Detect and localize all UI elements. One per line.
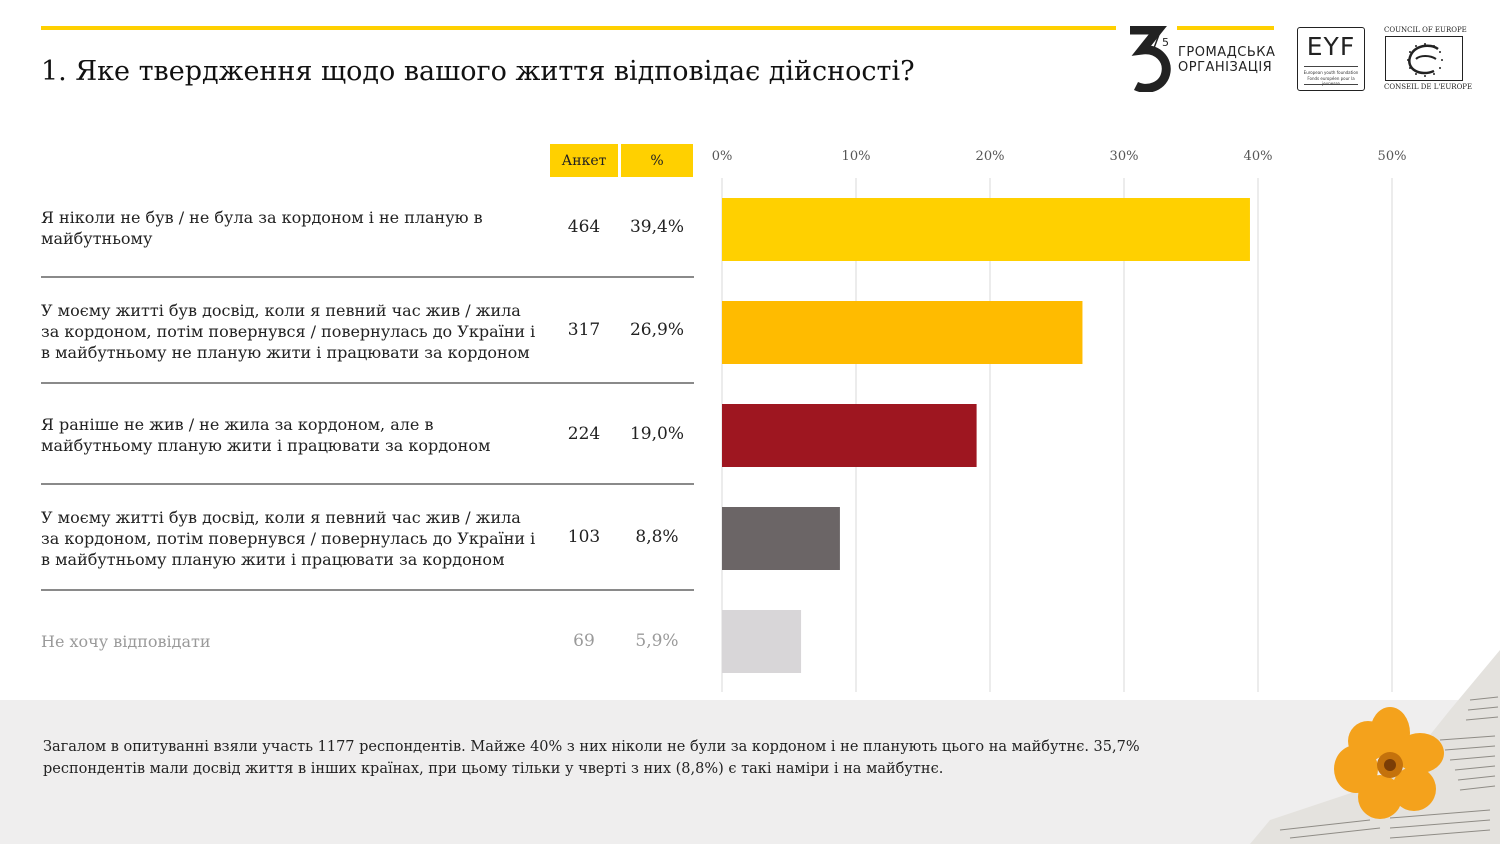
bar bbox=[722, 301, 1083, 364]
row-label: Не хочу відповідати bbox=[41, 632, 211, 651]
row-separator bbox=[41, 483, 694, 485]
eyf-logo-text: EYF bbox=[1306, 32, 1356, 61]
row-label: У моєму житті був досвід, коли я певний … bbox=[41, 301, 536, 362]
x-tick-label: 40% bbox=[1244, 149, 1273, 164]
eyf-subtitle-1: European youth foundation bbox=[1303, 70, 1359, 75]
row-separator bbox=[41, 276, 694, 278]
coe-emblem-icon bbox=[1407, 43, 1443, 77]
row-label: Я раніше не жив / не жила за кордоном, а… bbox=[41, 415, 491, 455]
page-title: 1. Яке твердження щодо вашого життя відп… bbox=[41, 56, 915, 87]
x-tick-label: 0% bbox=[712, 149, 733, 164]
bar bbox=[722, 404, 977, 467]
header-percent: % bbox=[621, 144, 693, 177]
x-tick-label: 30% bbox=[1110, 149, 1139, 164]
x-tick-label: 10% bbox=[842, 149, 871, 164]
footer-panel bbox=[0, 700, 1500, 844]
bar bbox=[722, 610, 802, 673]
footer-summary: Загалом в опитуванні взяли участь 1177 р… bbox=[43, 739, 1140, 777]
row-count: 464 bbox=[567, 217, 601, 237]
top-accent-line bbox=[41, 26, 1116, 30]
org-name-line2: ОРГАНІЗАЦІЯ bbox=[1178, 60, 1273, 75]
bar bbox=[722, 198, 1250, 261]
row-percent: 26,9% bbox=[629, 320, 684, 340]
header-count: Анкет bbox=[550, 144, 618, 177]
coe-bottom-text: CONSEIL DE L'EUROPE bbox=[1384, 83, 1473, 91]
organization-name: ГРОМАДСЬКА ОРГАНІЗАЦІЯ bbox=[1178, 45, 1275, 75]
council-of-europe-logo: COUNCIL OF EUROPE CONSEIL DE L'EUROPE bbox=[1384, 26, 1473, 92]
bar bbox=[722, 507, 840, 570]
row-label: У моєму житті був досвід, коли я певний … bbox=[41, 508, 536, 569]
x-tick-label: 20% bbox=[976, 149, 1005, 164]
row-count: 224 bbox=[567, 424, 601, 444]
row-count: 103 bbox=[567, 527, 601, 547]
top-accent-line-right bbox=[1177, 26, 1274, 30]
row-percent: 39,4% bbox=[629, 217, 684, 237]
x-tick-label: 50% bbox=[1378, 149, 1407, 164]
coe-emblem-box bbox=[1385, 36, 1463, 81]
row-label: Я ніколи не був / не була за кордоном і … bbox=[41, 208, 483, 248]
row-percent: 8,8% bbox=[635, 527, 679, 547]
eyf-divider-bottom bbox=[1304, 84, 1358, 85]
org-name-line1: ГРОМАДСЬКА bbox=[1178, 45, 1276, 60]
eyf-divider bbox=[1304, 66, 1358, 67]
organization-35-logo: 5 bbox=[1130, 26, 1171, 92]
logo-number-sup: 5 bbox=[1162, 36, 1169, 49]
eyf-subtitle-2: Fonds européen pour la jeunesse bbox=[1307, 76, 1355, 86]
bar-chart: 0% 10% 20% 30% 40% 50% bbox=[712, 149, 1407, 692]
row-separator bbox=[41, 382, 694, 384]
row-count: 69 bbox=[573, 631, 595, 651]
row-percent: 19,0% bbox=[629, 424, 684, 444]
row-count: 317 bbox=[567, 320, 601, 340]
row-separator bbox=[41, 589, 694, 591]
eyf-logo: EYF European youth foundation Fonds euro… bbox=[1297, 27, 1365, 91]
coe-top-text: COUNCIL OF EUROPE bbox=[1384, 26, 1467, 34]
flower-newspaper-decoration bbox=[1250, 650, 1500, 844]
row-percent: 5,9% bbox=[635, 631, 679, 651]
